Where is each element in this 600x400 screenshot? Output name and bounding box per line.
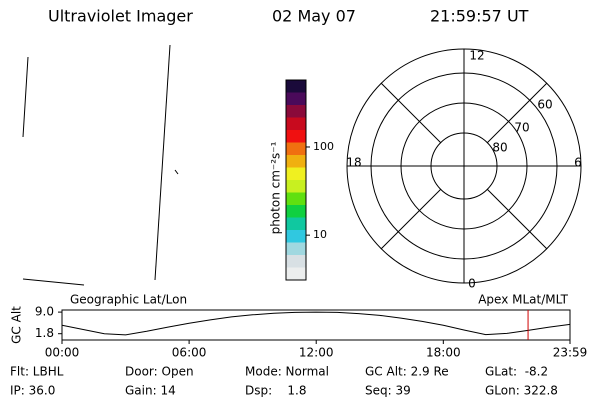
colorbar-segment	[286, 92, 306, 106]
lat-label: 60	[537, 98, 552, 112]
plot-frame	[61, 309, 571, 341]
colorbar-segment	[286, 142, 306, 156]
colorbar-segment	[286, 105, 306, 118]
colorbar-segment	[286, 80, 306, 93]
right-label: Apex MLat/MLT	[478, 293, 568, 307]
map-fragments	[22, 44, 179, 286]
y-axis-label: GC Alt	[10, 306, 24, 344]
info-field: Gain: 14	[125, 384, 176, 398]
info-field: GC Alt: 2.9 Re	[365, 365, 449, 379]
mlt-label: 18	[346, 156, 361, 170]
info-field: Door: Open	[125, 365, 194, 379]
mlt-label: 12	[469, 49, 484, 63]
colorbar-segment	[286, 242, 306, 256]
info-field: GLon: 322.8	[485, 384, 558, 398]
y-tick-label: 1.8	[35, 326, 54, 340]
colorbar-segment	[286, 230, 306, 243]
title: Ultraviolet Imager	[48, 7, 193, 26]
colorbar-segment	[286, 205, 306, 218]
y-tick-label: 9.0	[35, 305, 54, 319]
colorbar-segment	[286, 192, 306, 206]
mlt-label: 6	[574, 156, 582, 170]
polar-grid	[346, 48, 582, 284]
x-tick-label: 18:00	[426, 346, 461, 360]
lat-label: 70	[514, 121, 529, 135]
time: 21:59:57 UT	[430, 7, 529, 26]
x-tick-label: 12:00	[299, 346, 334, 360]
colorbar-segment	[286, 117, 306, 131]
x-tick-label: 23:59	[553, 346, 588, 360]
x-tick-label: 00:00	[45, 346, 80, 360]
info-field: Seq: 39	[365, 384, 411, 398]
date: 02 May 07	[272, 7, 356, 26]
colorbar-segment	[286, 155, 306, 168]
colorbar-segment	[286, 167, 306, 181]
colorbar-segment	[286, 180, 306, 193]
info-field: IP: 36.0	[10, 384, 55, 398]
altitude-line	[61, 311, 571, 336]
colorbar-segment	[286, 130, 306, 143]
x-tick-label: 06:00	[172, 346, 207, 360]
lat-label: 80	[492, 141, 507, 155]
info-field: Flt: LBHL	[10, 365, 64, 379]
mlt-label: 0	[468, 277, 476, 291]
info-field: GLat: -8.2	[485, 365, 548, 379]
colorbar-tick-label: 100	[313, 140, 334, 153]
colorbar-tick-label: 10	[313, 228, 327, 241]
colorbar-segment	[286, 255, 306, 268]
info-field: Dsp: 1.8	[245, 384, 307, 398]
colorbar-frame	[285, 79, 307, 281]
colorbar-label: photon cm⁻²s⁻¹	[269, 141, 283, 234]
info-field: Mode: Normal	[245, 365, 329, 379]
left-label: Geographic Lat/Lon	[70, 293, 187, 307]
colorbar-segment	[286, 217, 306, 231]
colorbar-segment	[286, 267, 306, 281]
